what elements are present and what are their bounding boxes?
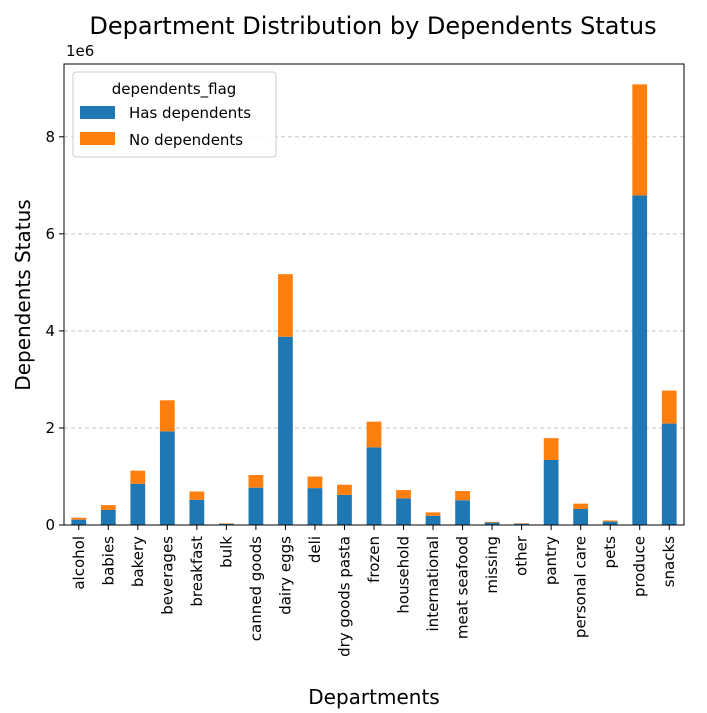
x-tick-label: bakery bbox=[129, 536, 147, 587]
bar-personal-care-no-dependents bbox=[573, 503, 589, 509]
x-tick-label: frozen bbox=[365, 536, 383, 583]
x-tick-label: personal care bbox=[572, 536, 590, 638]
legend-box bbox=[72, 71, 277, 158]
bar-bulk-has-dependents bbox=[219, 523, 234, 525]
x-tick-label: international bbox=[424, 536, 442, 631]
bar-canned-goods-has-dependents bbox=[248, 487, 264, 525]
legend-swatch-no-dependents bbox=[80, 132, 115, 145]
x-tick-label: dry goods pasta bbox=[335, 536, 353, 657]
y-tick-label: 6 bbox=[45, 225, 55, 243]
y-tick-label: 0 bbox=[45, 516, 55, 534]
legend-label-no-dependents: No dependents bbox=[129, 131, 243, 149]
x-tick-label: alcohol bbox=[70, 536, 88, 590]
x-tick-label: pets bbox=[601, 536, 619, 569]
bar-household-no-dependents bbox=[396, 490, 411, 499]
y-offset-label: 1e6 bbox=[66, 42, 94, 60]
y-tick-label: 8 bbox=[45, 128, 55, 146]
legend: dependents_flag Has dependents No depend… bbox=[72, 71, 277, 158]
bar-dairy-eggs-no-dependents bbox=[278, 274, 293, 337]
legend-title: dependents_flag bbox=[112, 80, 237, 99]
bar-deli-has-dependents bbox=[307, 488, 323, 525]
x-tick-label: pantry bbox=[542, 536, 560, 585]
bar-missing-has-dependents bbox=[484, 522, 500, 525]
bar-babies-has-dependents bbox=[100, 509, 116, 525]
bar-snacks-no-dependents bbox=[661, 390, 677, 424]
x-tick-label: household bbox=[395, 536, 413, 614]
bar-dairy-eggs-has-dependents bbox=[278, 336, 293, 525]
x-tick-label: dairy eggs bbox=[276, 536, 294, 615]
bar-bakery-has-dependents bbox=[130, 483, 146, 525]
bar-beverages-no-dependents bbox=[159, 400, 175, 432]
y-axis-label: Dependents Status bbox=[11, 199, 35, 390]
bar-produce-has-dependents bbox=[632, 195, 648, 525]
bar-snacks-has-dependents bbox=[661, 423, 677, 525]
x-axis-label: Departments bbox=[308, 685, 439, 709]
bar-international-no-dependents bbox=[425, 512, 441, 516]
bar-babies-no-dependents bbox=[100, 505, 116, 510]
x-tick-label: canned goods bbox=[247, 536, 265, 641]
bar-dry-goods-pasta-no-dependents bbox=[337, 484, 352, 495]
x-tick-label: babies bbox=[99, 536, 117, 586]
chart-title: Department Distribution by Dependents St… bbox=[89, 12, 656, 40]
bar-other-has-dependents bbox=[514, 523, 529, 525]
x-tick-label: other bbox=[513, 535, 531, 576]
bar-bakery-no-dependents bbox=[130, 470, 146, 484]
bars bbox=[71, 84, 677, 525]
x-tick-label: breakfast bbox=[188, 536, 206, 607]
bar-dry-goods-pasta-has-dependents bbox=[337, 494, 352, 525]
x-tick-label: beverages bbox=[158, 536, 176, 615]
bar-pets-no-dependents bbox=[602, 520, 618, 522]
bar-household-has-dependents bbox=[396, 498, 411, 525]
bar-international-has-dependents bbox=[425, 515, 441, 525]
bar-frozen-has-dependents bbox=[366, 447, 382, 525]
x-ticks: alcohol babies bakery beverages breakfast bul… bbox=[70, 525, 678, 657]
bar-frozen-no-dependents bbox=[366, 421, 382, 448]
bar-alcohol-has-dependents bbox=[71, 519, 87, 525]
bar-pantry-no-dependents bbox=[543, 438, 559, 460]
bar-breakfast-no-dependents bbox=[189, 491, 205, 500]
y-ticks: 0 2 4 6 8 bbox=[45, 128, 64, 534]
bar-meat-seafood-no-dependents bbox=[455, 491, 470, 501]
bar-personal-care-has-dependents bbox=[573, 508, 589, 525]
x-tick-label: snacks bbox=[660, 536, 678, 587]
y-tick-label: 2 bbox=[45, 419, 55, 437]
bar-breakfast-has-dependents bbox=[189, 499, 205, 525]
bar-meat-seafood-has-dependents bbox=[455, 500, 470, 525]
x-tick-label: deli bbox=[306, 536, 324, 563]
y-tick-label: 4 bbox=[45, 322, 55, 340]
x-tick-label: produce bbox=[631, 536, 649, 597]
x-tick-label: missing bbox=[483, 536, 501, 594]
bar-beverages-has-dependents bbox=[159, 431, 175, 525]
legend-swatch-has-dependents bbox=[80, 106, 115, 119]
bar-produce-no-dependents bbox=[632, 84, 648, 196]
bar-missing-no-dependents bbox=[484, 521, 500, 523]
bar-canned-goods-no-dependents bbox=[248, 475, 264, 488]
bar-alcohol-no-dependents bbox=[71, 517, 87, 520]
x-tick-label: bulk bbox=[217, 536, 235, 568]
x-tick-label: meat seafood bbox=[454, 536, 472, 639]
bar-pets-has-dependents bbox=[602, 521, 618, 525]
bar-deli-no-dependents bbox=[307, 476, 323, 489]
gridlines bbox=[64, 136, 684, 429]
bar-pantry-has-dependents bbox=[543, 459, 559, 525]
legend-label-has-dependents: Has dependents bbox=[129, 104, 251, 122]
